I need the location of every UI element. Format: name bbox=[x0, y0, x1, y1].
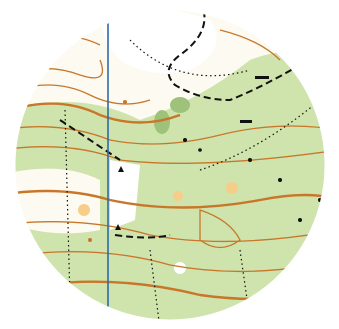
green-area bbox=[15, 52, 325, 320]
map-border bbox=[14, 9, 326, 321]
yellow-spot bbox=[226, 182, 238, 194]
clearing bbox=[110, 160, 140, 230]
yellow-spot bbox=[78, 204, 90, 216]
green-patch bbox=[170, 97, 190, 113]
white-area bbox=[100, 10, 217, 74]
green-patch bbox=[154, 110, 170, 134]
yellow-spot bbox=[173, 191, 183, 201]
white-spot bbox=[174, 262, 186, 274]
open-land bbox=[15, 168, 100, 234]
